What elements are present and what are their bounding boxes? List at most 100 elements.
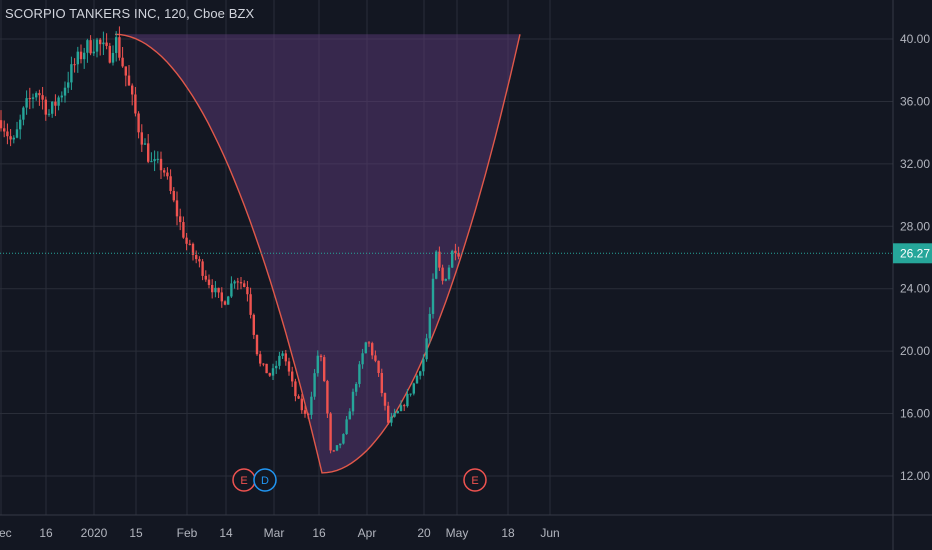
candle-body [451, 250, 454, 268]
candle-body [457, 253, 460, 257]
candle-body [326, 381, 329, 414]
candle-body [252, 314, 255, 335]
candle-body [195, 255, 198, 260]
candle-body [185, 237, 188, 244]
candle-body [105, 42, 108, 46]
candle-body [115, 37, 118, 53]
candle-body [297, 396, 300, 399]
candle-body [47, 113, 51, 115]
y-tick-label: 12.00 [900, 469, 930, 483]
candle-body [332, 450, 335, 452]
candle-body [265, 363, 268, 374]
candle-body [108, 45, 111, 63]
candle-body [246, 286, 249, 295]
candle-body [303, 410, 307, 414]
candle-body [137, 113, 140, 133]
candle-body [390, 416, 393, 423]
candle-body [329, 413, 332, 451]
candle-body [358, 364, 361, 384]
candle-body [25, 98, 28, 108]
y-tick-label: 32.00 [900, 157, 930, 171]
x-tick-label: Jun [540, 526, 559, 540]
candle-body [41, 95, 44, 100]
x-tick-label: Feb [177, 526, 198, 540]
candle-body [345, 419, 348, 435]
y-tick-label: 24.00 [900, 282, 930, 296]
candle-body [51, 101, 54, 114]
candle-body [323, 357, 326, 382]
candle-body [76, 51, 79, 65]
candle-body [153, 159, 156, 162]
candle-body [419, 371, 422, 376]
x-tick-label: 18 [501, 526, 515, 540]
candle-body [268, 373, 271, 376]
x-tick-label: Mar [264, 526, 285, 540]
candle-body [454, 250, 457, 254]
x-tick-label: 2020 [81, 526, 108, 540]
last-price-label: 26.27 [900, 246, 930, 260]
candles-group [0, 26, 460, 454]
dividend-event-label: D [261, 475, 269, 487]
candle-body [412, 383, 415, 394]
earnings-event-label: E [471, 475, 478, 487]
candle-body [239, 282, 243, 284]
candle-body [281, 353, 284, 356]
candle-body [150, 161, 153, 163]
cup-pattern-curve [114, 33, 521, 474]
dividend-event-marker [253, 468, 277, 492]
candle-body [19, 119, 22, 130]
candle-body [396, 411, 399, 414]
candle-body [310, 396, 313, 415]
candle-body [435, 251, 438, 279]
y-tick-label: 36.00 [900, 94, 930, 108]
x-tick-label: 16 [39, 526, 53, 540]
candle-body [204, 275, 207, 280]
candle-body [79, 51, 83, 60]
candle-body [169, 176, 172, 191]
candle-body [211, 284, 214, 293]
candle-body [425, 338, 428, 360]
candle-body [319, 355, 323, 358]
candle-body [233, 281, 236, 284]
candle-body [191, 243, 195, 256]
candle-body [249, 294, 252, 315]
candle-body [134, 94, 137, 114]
candle-body [3, 128, 6, 132]
x-tick-label: Dec [0, 526, 12, 540]
x-tick-label: Apr [358, 526, 377, 540]
candle-body [335, 445, 339, 451]
candle-body [291, 371, 294, 382]
candle-body [406, 394, 409, 407]
candle-body [140, 132, 143, 145]
x-tick-label: 16 [312, 526, 326, 540]
candle-body [15, 129, 19, 138]
candle-body [83, 52, 86, 60]
candle-body [294, 381, 297, 397]
y-tick-label: 16.00 [900, 407, 930, 421]
candle-body [220, 292, 223, 302]
candle-body [22, 107, 25, 120]
candle-body [175, 200, 179, 217]
candle-body [409, 393, 412, 395]
cup-pattern-fill [115, 34, 520, 473]
candle-body [67, 82, 70, 88]
y-tick-label: 40.00 [900, 32, 930, 46]
candle-body [307, 413, 310, 415]
candle-body [201, 261, 204, 276]
candle-body [6, 131, 9, 137]
candle-body [9, 136, 12, 140]
candle-body [118, 37, 121, 58]
candle-body [377, 360, 380, 373]
chart-title: SCORPIO TANKERS INC, 120, Cboe BZX [5, 6, 255, 21]
candle-body [243, 283, 246, 287]
candle-body [262, 363, 265, 365]
candle-body [54, 101, 57, 106]
y-tick-label: 20.00 [900, 344, 930, 358]
candle-body [441, 267, 444, 281]
candle-body [188, 243, 191, 245]
candle-body [92, 51, 95, 54]
candle-body [124, 66, 127, 76]
x-tick-label: 14 [219, 526, 233, 540]
